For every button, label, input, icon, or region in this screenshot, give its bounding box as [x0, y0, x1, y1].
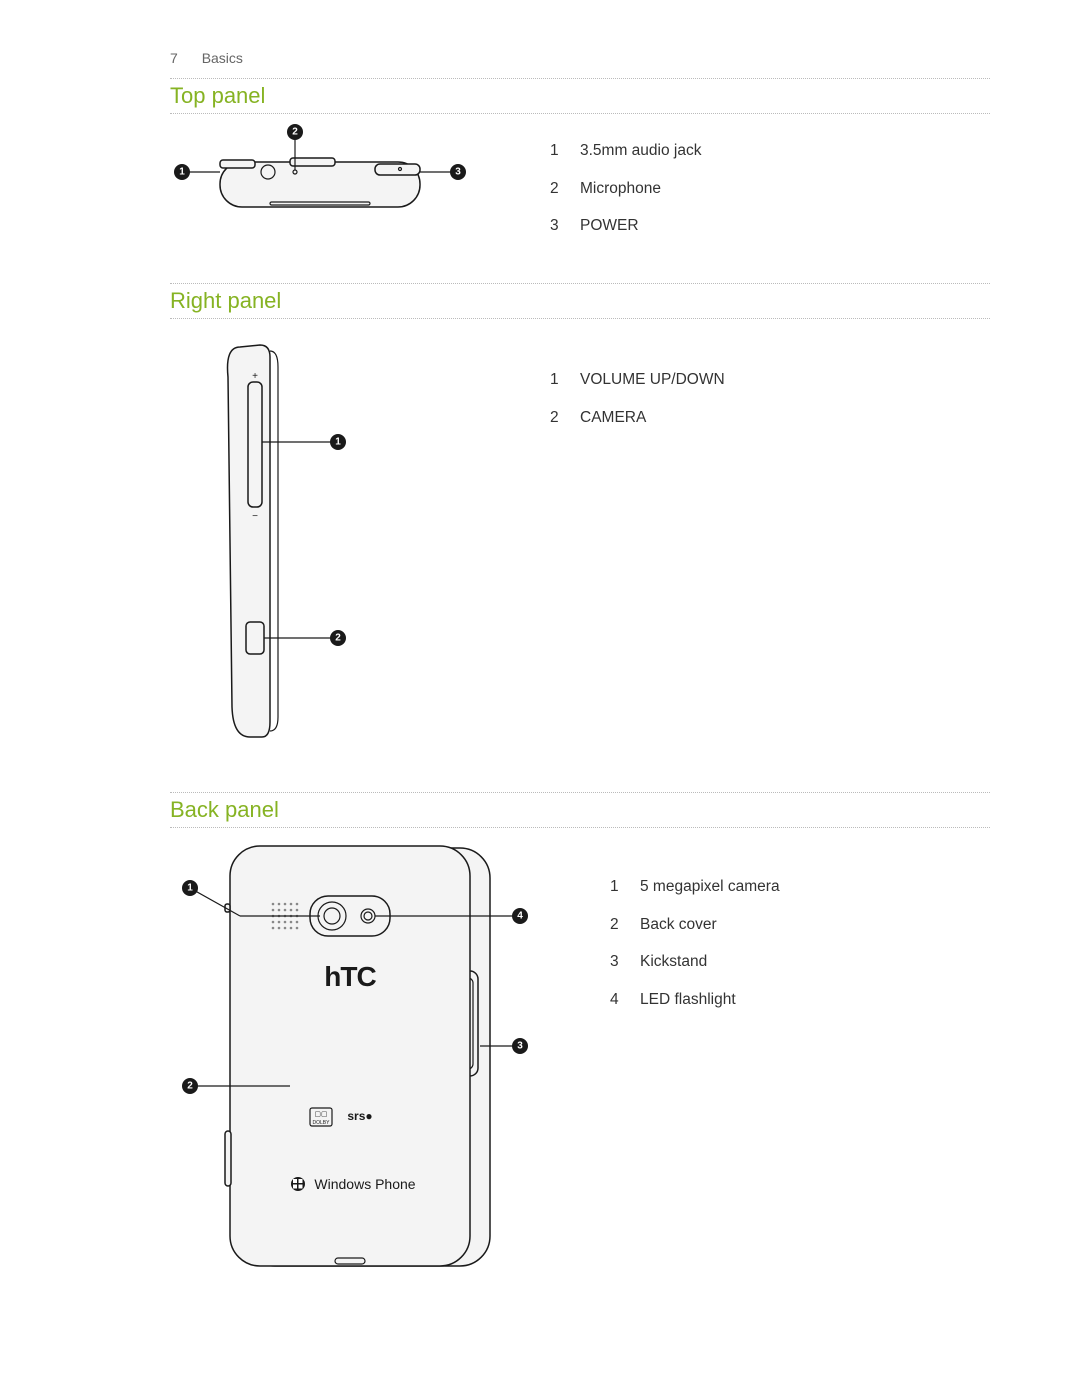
section-heading: Top panel: [170, 83, 990, 109]
svg-text:1: 1: [187, 883, 193, 894]
divider: [170, 792, 990, 793]
svg-text:−: −: [252, 511, 258, 522]
svg-text:3: 3: [517, 1041, 523, 1052]
right-panel-diagram: + − 1 2: [170, 327, 490, 762]
list-item: 4LED flashlight: [610, 989, 990, 1011]
list-item: 2CAMERA: [550, 407, 990, 429]
svg-text:1: 1: [335, 437, 341, 448]
windows-phone-text: Windows Phone: [314, 1176, 415, 1192]
svg-text:4: 4: [517, 911, 523, 922]
right-panel-list: 1VOLUME UP/DOWN 2CAMERA: [550, 369, 990, 444]
section-heading: Back panel: [170, 797, 990, 823]
list-item: 15 megapixel camera: [610, 876, 990, 898]
back-panel-list: 15 megapixel camera 2Back cover 3Kicksta…: [610, 876, 990, 1027]
back-panel-diagram: hTC ▢▢ DOLBY srs● Windows Phone: [170, 836, 550, 1291]
section-top-panel: Top panel: [170, 83, 990, 253]
list-item: 13.5mm audio jack: [550, 140, 990, 162]
svg-text:1: 1: [179, 167, 185, 178]
page-number: 7: [170, 50, 178, 66]
list-item: 2Back cover: [610, 914, 990, 936]
htc-logo-text: hTC: [324, 961, 376, 992]
list-item: 3Kickstand: [610, 951, 990, 973]
divider: [170, 78, 990, 79]
page-header: 7 Basics: [170, 50, 990, 66]
section-back-panel: Back panel: [170, 797, 990, 1291]
svg-text:2: 2: [335, 633, 341, 644]
svg-text:DOLBY: DOLBY: [313, 1120, 331, 1126]
chapter-title: Basics: [202, 50, 243, 66]
svg-text:2: 2: [187, 1081, 193, 1092]
svg-text:▢▢: ▢▢: [314, 1111, 327, 1118]
top-panel-diagram: 1 2 3: [170, 122, 490, 237]
svg-text:srs●: srs●: [347, 1109, 372, 1123]
svg-text:2: 2: [292, 127, 298, 138]
divider: [170, 827, 990, 828]
section-right-panel: Right panel + − 1 2: [170, 288, 990, 762]
list-item: 3POWER: [550, 215, 990, 237]
list-item: 1VOLUME UP/DOWN: [550, 369, 990, 391]
svg-text:+: +: [252, 371, 258, 382]
divider: [170, 318, 990, 319]
manual-page: 7 Basics Top panel: [0, 0, 1080, 1371]
svg-text:3: 3: [455, 167, 461, 178]
divider: [170, 113, 990, 114]
top-panel-list: 13.5mm audio jack 2Microphone 3POWER: [550, 140, 990, 253]
section-heading: Right panel: [170, 288, 990, 314]
divider: [170, 283, 990, 284]
list-item: 2Microphone: [550, 178, 990, 200]
